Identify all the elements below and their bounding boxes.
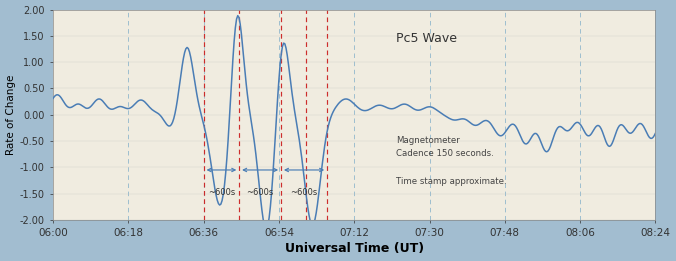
Text: Pc5 Wave: Pc5 Wave xyxy=(396,32,457,45)
Text: ~600s: ~600s xyxy=(208,188,235,197)
Text: ~600s: ~600s xyxy=(247,188,274,197)
Text: Time stamp approximate.: Time stamp approximate. xyxy=(396,177,507,186)
X-axis label: Universal Time (UT): Universal Time (UT) xyxy=(285,242,424,256)
Y-axis label: Rate of Change: Rate of Change xyxy=(5,75,16,155)
Text: ~600s: ~600s xyxy=(291,188,318,197)
Text: Magnetometer
Cadence 150 seconds.: Magnetometer Cadence 150 seconds. xyxy=(396,136,494,158)
